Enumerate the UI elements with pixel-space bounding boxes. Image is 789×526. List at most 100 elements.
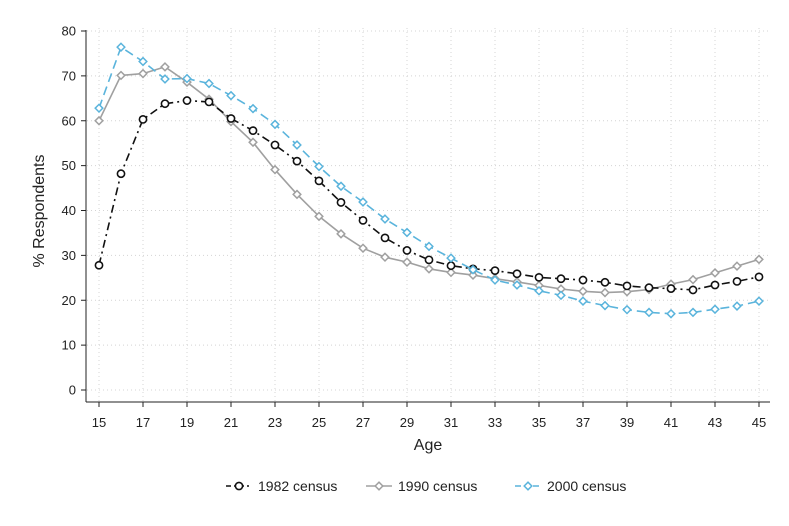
series-2000-census	[94, 42, 764, 319]
data-point	[622, 304, 632, 315]
data-point	[710, 268, 720, 278]
data-point	[138, 115, 148, 124]
x-tick-label: 23	[268, 415, 282, 430]
data-point	[732, 261, 742, 272]
x-tick-label: 37	[576, 415, 590, 430]
y-tick-label: 60	[62, 113, 76, 128]
x-tick-label: 39	[620, 415, 634, 430]
data-point	[116, 42, 126, 53]
x-tick-label: 35	[532, 415, 546, 430]
data-point	[644, 283, 654, 293]
axes	[85, 30, 770, 403]
data-point	[182, 96, 192, 105]
data-point	[336, 228, 346, 239]
data-point	[490, 266, 500, 276]
y-tick-label: 20	[62, 293, 76, 308]
data-point	[292, 140, 302, 150]
data-point	[314, 176, 324, 186]
x-tick-label: 15	[92, 415, 106, 430]
x-tick-label: 19	[180, 415, 194, 430]
legend-item: 1990 census	[366, 478, 477, 494]
data-point	[270, 119, 280, 130]
series-line	[98, 45, 760, 315]
data-point	[578, 275, 588, 285]
data-point	[490, 275, 500, 285]
data-point	[160, 74, 170, 84]
data-point	[556, 274, 566, 284]
data-point	[204, 97, 214, 107]
data-point	[666, 308, 676, 319]
data-point	[622, 286, 632, 297]
data-point	[600, 300, 610, 311]
data-point	[160, 99, 170, 109]
data-point	[578, 296, 588, 307]
data-point	[512, 280, 522, 290]
data-point	[292, 156, 302, 166]
data-point	[116, 70, 126, 81]
data-point	[754, 296, 764, 307]
data-point	[248, 103, 258, 114]
data-point	[226, 90, 236, 101]
data-point	[138, 68, 148, 79]
x-tick-label: 33	[488, 415, 502, 430]
legend: 1982 census 1990 census 2000 census	[226, 478, 626, 494]
legend-marker	[234, 481, 244, 491]
series-1982-census	[94, 96, 764, 295]
y-axis-title: % Respondents	[31, 155, 48, 268]
data-point	[248, 137, 258, 148]
data-point	[204, 78, 214, 89]
legend-label: 2000 census	[547, 478, 626, 494]
y-ticks: 0 10 20 30 40 50 60 70 80	[62, 24, 86, 398]
x-tick-label: 45	[752, 415, 766, 430]
data-point	[754, 272, 764, 282]
data-point	[688, 285, 698, 295]
data-point	[94, 260, 104, 270]
data-point	[512, 269, 522, 279]
data-point	[270, 164, 280, 175]
data-point	[94, 103, 104, 114]
data-point	[182, 73, 192, 84]
data-point	[754, 254, 764, 265]
legend-item: 1982 census	[226, 478, 337, 494]
data-point	[424, 255, 434, 265]
data-point	[732, 277, 742, 286]
y-tick-label: 80	[62, 24, 76, 39]
data-point	[666, 284, 676, 293]
data-point	[380, 214, 390, 224]
data-point	[336, 181, 346, 192]
data-point	[424, 263, 434, 274]
data-point	[710, 280, 720, 290]
data-point	[380, 233, 390, 243]
data-point	[424, 241, 434, 252]
y-tick-label: 10	[62, 338, 76, 353]
data-point	[534, 285, 544, 296]
x-tick-label: 41	[664, 415, 678, 430]
legend-item: 2000 census	[515, 478, 626, 494]
data-point	[314, 161, 324, 172]
x-tick-label: 17	[136, 415, 150, 430]
data-point	[94, 115, 104, 126]
data-point	[380, 252, 390, 263]
y-tick-label: 0	[69, 383, 76, 398]
legend-marker	[374, 481, 384, 491]
series-group	[94, 42, 764, 319]
data-point	[314, 211, 324, 222]
data-point	[116, 169, 126, 179]
data-point	[688, 274, 698, 285]
data-point	[732, 301, 742, 311]
x-tick-label: 27	[356, 415, 370, 430]
x-tick-label: 43	[708, 415, 722, 430]
legend-label: 1982 census	[258, 478, 337, 494]
data-point	[402, 257, 412, 267]
data-point	[248, 126, 258, 136]
y-tick-label: 40	[62, 203, 76, 218]
data-point	[644, 307, 654, 318]
x-axis-title: Age	[414, 437, 443, 454]
data-point	[556, 290, 566, 301]
data-point	[710, 304, 720, 315]
data-point	[270, 140, 280, 150]
data-point	[160, 62, 170, 72]
data-point	[336, 198, 346, 207]
y-tick-label: 30	[62, 248, 76, 263]
